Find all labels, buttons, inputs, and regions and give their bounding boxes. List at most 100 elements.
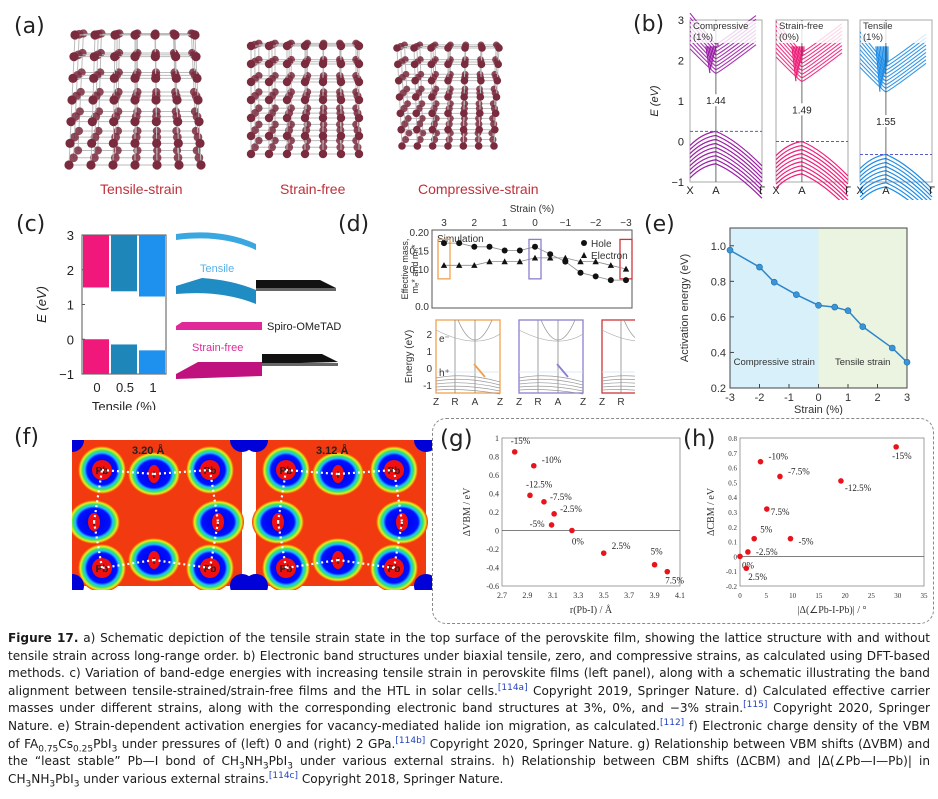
panel-label-a: (a)	[14, 14, 45, 39]
atom	[428, 125, 437, 134]
atom	[88, 95, 98, 105]
y-tick-label: 0.5	[728, 479, 737, 487]
atom	[64, 160, 74, 170]
point-label: 5%	[760, 525, 773, 535]
x-tick-label: -3	[725, 392, 735, 404]
point-label: 7.5%	[771, 507, 790, 517]
x-tick-label: 0	[815, 392, 821, 404]
y-axis-label: E (eV)	[650, 85, 661, 117]
lattice	[393, 41, 503, 150]
band-x-tick-label: A	[555, 397, 562, 408]
atom	[475, 125, 484, 134]
effective-mass-chart: Strain (%) 3 2 1 0 −1 −2 −3 0.20 0.15 0.10 0.0 Effec…	[400, 204, 635, 408]
y-tick-label: 0.15	[410, 247, 430, 258]
x-tick-label: 30	[894, 592, 902, 600]
gap-bg	[703, 94, 728, 107]
y-tick-label: 0.8	[489, 453, 499, 462]
subplot-title: Strain-free	[779, 21, 823, 32]
x-axis-label: Strain (%)	[794, 404, 843, 415]
atom	[318, 41, 328, 51]
point-label: 2.5%	[748, 572, 767, 582]
gap-bg	[873, 115, 898, 128]
atom-label: Pb	[204, 564, 217, 575]
data-point	[756, 263, 763, 271]
x-tick-label: 0.5	[116, 380, 134, 395]
htl-label: Spiro-OMeTAD	[267, 321, 341, 333]
electron-point	[471, 262, 478, 268]
y-tick-label: -0.2	[486, 545, 499, 554]
atom	[300, 95, 310, 105]
effective-mass-fit	[473, 363, 486, 378]
bond-path	[101, 558, 155, 570]
atom	[394, 76, 403, 85]
atom	[336, 95, 346, 105]
title-bg	[691, 21, 761, 43]
vbm-bar	[111, 344, 137, 374]
atom	[336, 59, 346, 69]
atom	[264, 113, 274, 123]
atom	[110, 52, 120, 62]
atom	[282, 59, 292, 69]
atom	[336, 113, 346, 123]
atom	[271, 136, 279, 145]
x-tick-label: 1	[149, 380, 156, 395]
compressive-region-label: Compressive strain	[734, 357, 815, 368]
atom	[300, 41, 310, 51]
y-axis-label: Activation energy (eV)	[679, 254, 691, 362]
bond-path	[337, 468, 395, 476]
hole-point	[592, 273, 599, 280]
data-point	[737, 553, 743, 560]
y-tick-label: 2	[67, 263, 74, 278]
x-tick-label: −3	[620, 218, 632, 229]
atom	[300, 77, 310, 87]
point-label: -7.5%	[550, 492, 572, 502]
y-tick-label: −1	[671, 177, 684, 189]
htl-layer-bottom	[262, 354, 338, 364]
valence-band	[435, 382, 501, 389]
atom	[151, 117, 161, 127]
atom	[282, 95, 292, 105]
point-label: -5%	[530, 519, 545, 529]
data-point	[838, 478, 844, 484]
caption-segment: Cs	[58, 736, 74, 751]
atom	[246, 131, 256, 141]
conduction-band	[794, 46, 799, 74]
valence-band	[435, 389, 501, 395]
panel-label-f: (f)	[14, 425, 39, 450]
bond-path	[208, 469, 220, 523]
bond-path	[153, 468, 211, 476]
data-point	[831, 303, 839, 311]
atom	[336, 149, 346, 159]
electron-point	[562, 254, 569, 261]
bond-distance-label: 3.20 Å	[132, 444, 164, 457]
legend-electron-label: Electron	[591, 251, 628, 262]
atom	[477, 60, 486, 69]
conduction-band	[705, 46, 711, 74]
atom	[282, 113, 292, 123]
data-line	[729, 249, 908, 363]
conduction-band	[601, 329, 635, 342]
y-tick-label: 0.2	[728, 524, 737, 532]
atom	[264, 131, 274, 141]
x-tick-label: X	[856, 185, 864, 197]
y-tick-label: 0	[734, 553, 738, 561]
atom	[395, 93, 404, 101]
atom	[300, 59, 310, 69]
caption-segment: PbI	[93, 736, 112, 751]
atom	[445, 120, 453, 128]
x-tick-label: 0	[93, 380, 100, 395]
atom	[412, 125, 421, 134]
bond-path	[285, 468, 339, 476]
atom	[173, 153, 183, 163]
atom	[282, 131, 292, 141]
y-tick-label: 3	[67, 228, 74, 243]
valence-band	[518, 389, 584, 395]
x-tick-label: 5	[765, 592, 769, 600]
atom	[427, 60, 436, 69]
point-label: -5%	[798, 537, 813, 547]
band-edge-bar-chart: 3 2 1 0 −1 0 0.5 1 Tensile (%) E (eV)	[34, 228, 167, 410]
atom	[170, 30, 180, 40]
corner-lobe	[244, 574, 268, 590]
x-tick-label: 0	[532, 218, 538, 229]
atom	[172, 95, 182, 105]
